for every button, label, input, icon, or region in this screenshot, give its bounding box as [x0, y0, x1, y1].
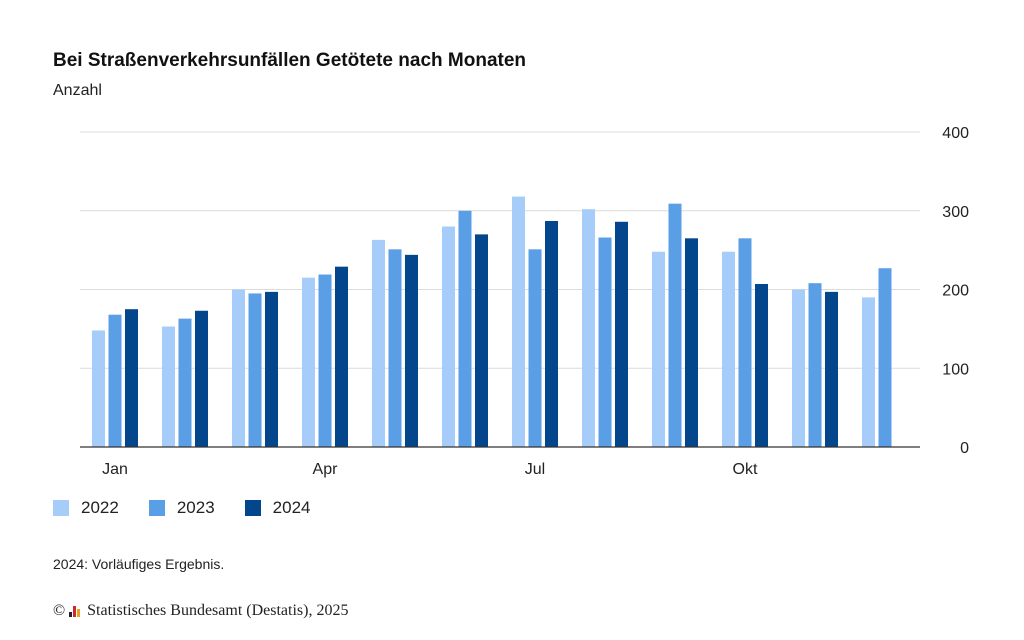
source-text: Statistisches Bundesamt (Destatis), 2025 — [87, 602, 349, 619]
y-tick-label-0: 0 — [960, 440, 969, 457]
chart-subtitle: Anzahl — [53, 82, 102, 99]
x-tick-label-jan: Jan — [102, 461, 128, 478]
bar-2024-jan — [125, 309, 138, 447]
bar-2022-jan — [92, 330, 105, 447]
y-tick-label-400: 400 — [942, 125, 969, 142]
bar-2024-feb — [195, 310, 208, 447]
bar-2022-mär — [232, 289, 245, 447]
chart-title: Bei Straßenverkehrsunfällen Getötete nac… — [53, 50, 527, 71]
y-tick-label-100: 100 — [942, 361, 969, 378]
bar-2022-nov — [792, 289, 805, 447]
x-tick-label-jul: Jul — [525, 461, 545, 478]
bar-2023-jan — [108, 314, 122, 447]
bar-2022-apr — [302, 277, 315, 447]
bar-2023-sep — [668, 203, 682, 447]
legend-item-2024[interactable]: 2024 — [244, 498, 311, 518]
footnote: 2024: Vorläufiges Ergebnis. — [53, 556, 225, 572]
bar-2022-mai — [372, 239, 385, 447]
bar-2023-jul — [528, 249, 542, 447]
bar-2023-feb — [178, 318, 192, 447]
bar-2024-aug — [615, 221, 628, 447]
bar-chart: 0 100 200 300 400 Jan Apr Jul Okt — [80, 125, 969, 478]
bar-2024-jul — [545, 220, 558, 447]
y-tick-label-300: 300 — [942, 204, 969, 221]
bar-2022-okt — [722, 251, 735, 447]
x-tick-label-apr: Apr — [313, 461, 339, 478]
bar-2024-okt — [755, 283, 768, 447]
x-tick-label-okt: Okt — [733, 461, 758, 478]
legend-swatch-2024 — [244, 500, 261, 516]
bar-2024-nov — [825, 291, 838, 447]
bar-2022-sep — [652, 251, 665, 447]
bar-2022-jun — [442, 226, 455, 447]
bar-2023-mär — [248, 293, 262, 447]
legend-label-2022: 2022 — [81, 498, 119, 517]
legend-swatch-2023 — [148, 500, 165, 516]
bar-2022-dez — [862, 297, 875, 447]
bar-2022-jul — [512, 196, 525, 447]
y-tick-label-200: 200 — [942, 283, 969, 300]
source-line: © Statistisches Bundesamt (Destatis), 20… — [53, 602, 348, 620]
legend: 2022 2023 2024 — [53, 498, 340, 518]
legend-label-2023: 2023 — [176, 498, 215, 517]
legend-swatch-2022 — [53, 500, 69, 516]
bar-2022-feb — [162, 326, 175, 447]
bar-2023-apr — [318, 274, 332, 447]
bar-2023-jun — [458, 210, 472, 447]
bar-2023-aug — [598, 237, 612, 447]
copyright-symbol: © — [53, 602, 66, 619]
destatis-logo-icon — [69, 605, 81, 617]
bar-2023-okt — [738, 238, 752, 447]
legend-label-2024: 2024 — [272, 498, 311, 517]
bar-2023-nov — [808, 283, 822, 447]
bar-2023-dez — [878, 268, 892, 447]
bar-2024-jun — [475, 234, 488, 447]
legend-item-2023[interactable]: 2023 — [148, 498, 215, 518]
bar-2023-mai — [388, 249, 402, 447]
legend-item-2022[interactable]: 2022 — [53, 498, 119, 518]
bar-2024-mai — [405, 254, 418, 447]
bar-2024-apr — [335, 266, 348, 447]
bar-2024-sep — [685, 238, 698, 447]
bar-2022-aug — [582, 209, 595, 447]
bar-2024-mär — [265, 291, 278, 447]
